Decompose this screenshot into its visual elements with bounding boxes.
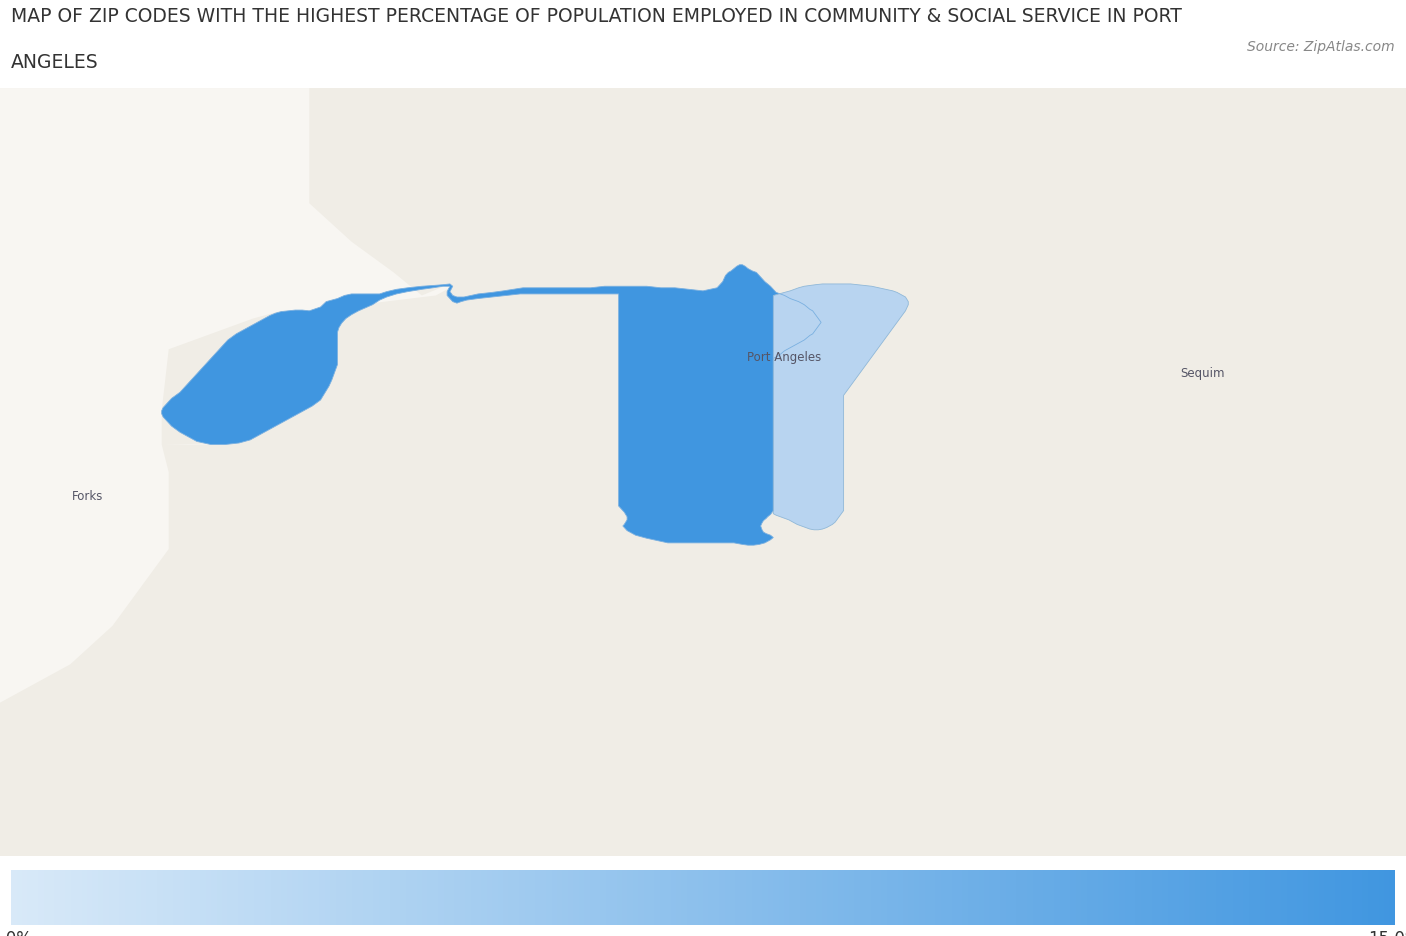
Text: ANGELES: ANGELES	[11, 53, 98, 72]
Text: Source: ZipAtlas.com: Source: ZipAtlas.com	[1247, 40, 1395, 54]
Polygon shape	[0, 89, 1406, 856]
Polygon shape	[0, 89, 450, 856]
Text: Forks: Forks	[72, 490, 103, 503]
Text: Sequim: Sequim	[1180, 366, 1225, 379]
Text: MAP OF ZIP CODES WITH THE HIGHEST PERCENTAGE OF POPULATION EMPLOYED IN COMMUNITY: MAP OF ZIP CODES WITH THE HIGHEST PERCEN…	[11, 7, 1182, 26]
Polygon shape	[773, 285, 908, 530]
Polygon shape	[162, 266, 821, 546]
Text: Port Angeles: Port Angeles	[748, 351, 821, 364]
